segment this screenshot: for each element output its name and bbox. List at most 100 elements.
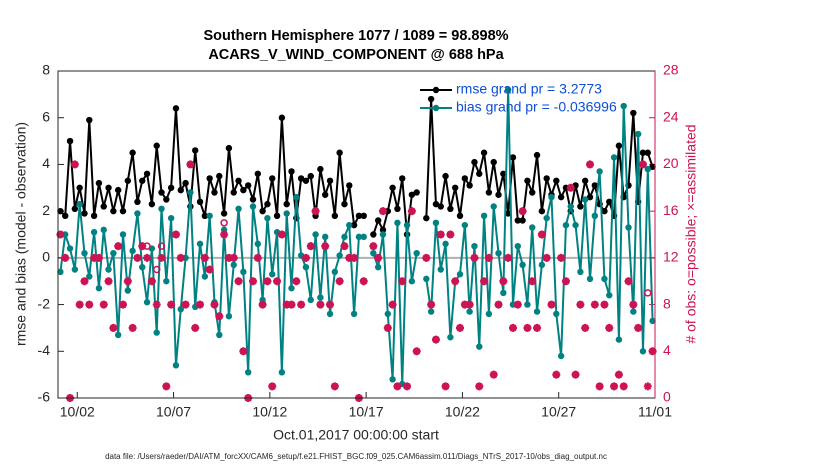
marker [71, 266, 79, 273]
marker [235, 205, 242, 213]
marker [331, 212, 339, 220]
legend-label: bias grand pr = -0.036996 [456, 99, 617, 115]
marker [100, 226, 107, 234]
legend-marker [432, 86, 440, 94]
marker-assimilated [210, 300, 219, 309]
marker [625, 224, 632, 231]
marker [341, 233, 348, 241]
marker-assimilated [393, 382, 402, 391]
marker [177, 306, 184, 313]
marker-assimilated [552, 370, 561, 379]
marker [240, 186, 247, 194]
marker-assimilated [104, 277, 113, 286]
marker-assimilated [147, 277, 156, 286]
marker [615, 142, 623, 149]
marker-assimilated [186, 160, 195, 169]
marker-assimilated [345, 253, 354, 262]
marker [95, 285, 103, 292]
marker [139, 177, 146, 184]
marker [177, 186, 184, 194]
marker-assimilated [576, 300, 585, 309]
marker [456, 212, 464, 220]
marker [644, 165, 651, 173]
y-tick-label: 4 [42, 155, 50, 171]
marker-assimilated [205, 265, 214, 274]
marker [81, 210, 88, 217]
marker [596, 168, 603, 175]
marker-assimilated [494, 300, 503, 309]
y2-tick-label: 0 [663, 389, 671, 405]
y-tick-label: 6 [42, 108, 50, 124]
marker-assimilated [374, 253, 383, 262]
marker [124, 177, 132, 184]
x-tick-label: 10/07 [156, 404, 191, 420]
marker [158, 205, 165, 213]
marker-assimilated [268, 382, 277, 391]
marker [524, 177, 531, 184]
marker [288, 168, 295, 175]
marker [196, 240, 204, 248]
marker [577, 203, 584, 210]
marker [630, 109, 637, 117]
marker-assimilated [566, 183, 575, 192]
marker-assimilated [537, 230, 546, 239]
marker [312, 231, 319, 238]
marker-assimilated [508, 323, 517, 332]
marker [466, 182, 473, 189]
marker-assimilated [191, 323, 200, 332]
marker [293, 193, 300, 201]
marker-assimilated [460, 300, 469, 309]
marker-assimilated [109, 323, 118, 332]
marker [586, 193, 594, 201]
marker [254, 170, 262, 177]
marker-assimilated [412, 347, 421, 356]
marker [95, 179, 103, 187]
marker-assimilated [518, 207, 527, 216]
marker [249, 196, 257, 203]
marker-assimilated [239, 347, 248, 356]
marker [553, 310, 560, 318]
marker [413, 249, 420, 257]
marker-assimilated [475, 382, 484, 391]
marker-assimilated [253, 253, 262, 262]
marker [153, 142, 160, 149]
marker-assimilated [326, 300, 335, 309]
marker [326, 310, 334, 318]
marker-assimilated [590, 300, 599, 309]
marker [346, 221, 353, 229]
marker-assimilated [634, 323, 643, 332]
marker [394, 219, 401, 227]
marker [230, 261, 237, 269]
marker-assimilated [167, 300, 176, 309]
x-tick-label: 11/01 [638, 404, 672, 420]
marker [163, 278, 170, 285]
marker [374, 217, 382, 224]
marker [442, 172, 449, 180]
marker-assimilated [70, 160, 79, 169]
marker [384, 310, 391, 318]
marker-assimilated [499, 277, 508, 286]
marker-assimilated [215, 312, 224, 321]
marker [577, 268, 584, 276]
y-tick-label: 0 [42, 249, 50, 265]
marker [206, 212, 213, 220]
marker-assimilated [90, 253, 99, 262]
chart-subtitle: ACARS_V_WIND_COMPONENT @ 688 hPa [208, 47, 504, 63]
marker [548, 193, 555, 201]
marker-possible [157, 242, 166, 250]
marker-possible [644, 289, 652, 297]
marker [110, 207, 117, 215]
marker-assimilated [123, 277, 132, 286]
marker [394, 205, 401, 213]
marker [192, 147, 199, 154]
marker [201, 212, 209, 220]
marker [490, 158, 497, 166]
marker [529, 224, 536, 231]
footnote: data file: /Users/raeder/DAI/ATM_forcXX/… [105, 452, 607, 461]
marker-assimilated [629, 300, 638, 309]
marker [606, 198, 613, 205]
marker [504, 86, 512, 93]
marker-assimilated [388, 300, 397, 309]
y2-tick-label: 16 [663, 202, 679, 218]
